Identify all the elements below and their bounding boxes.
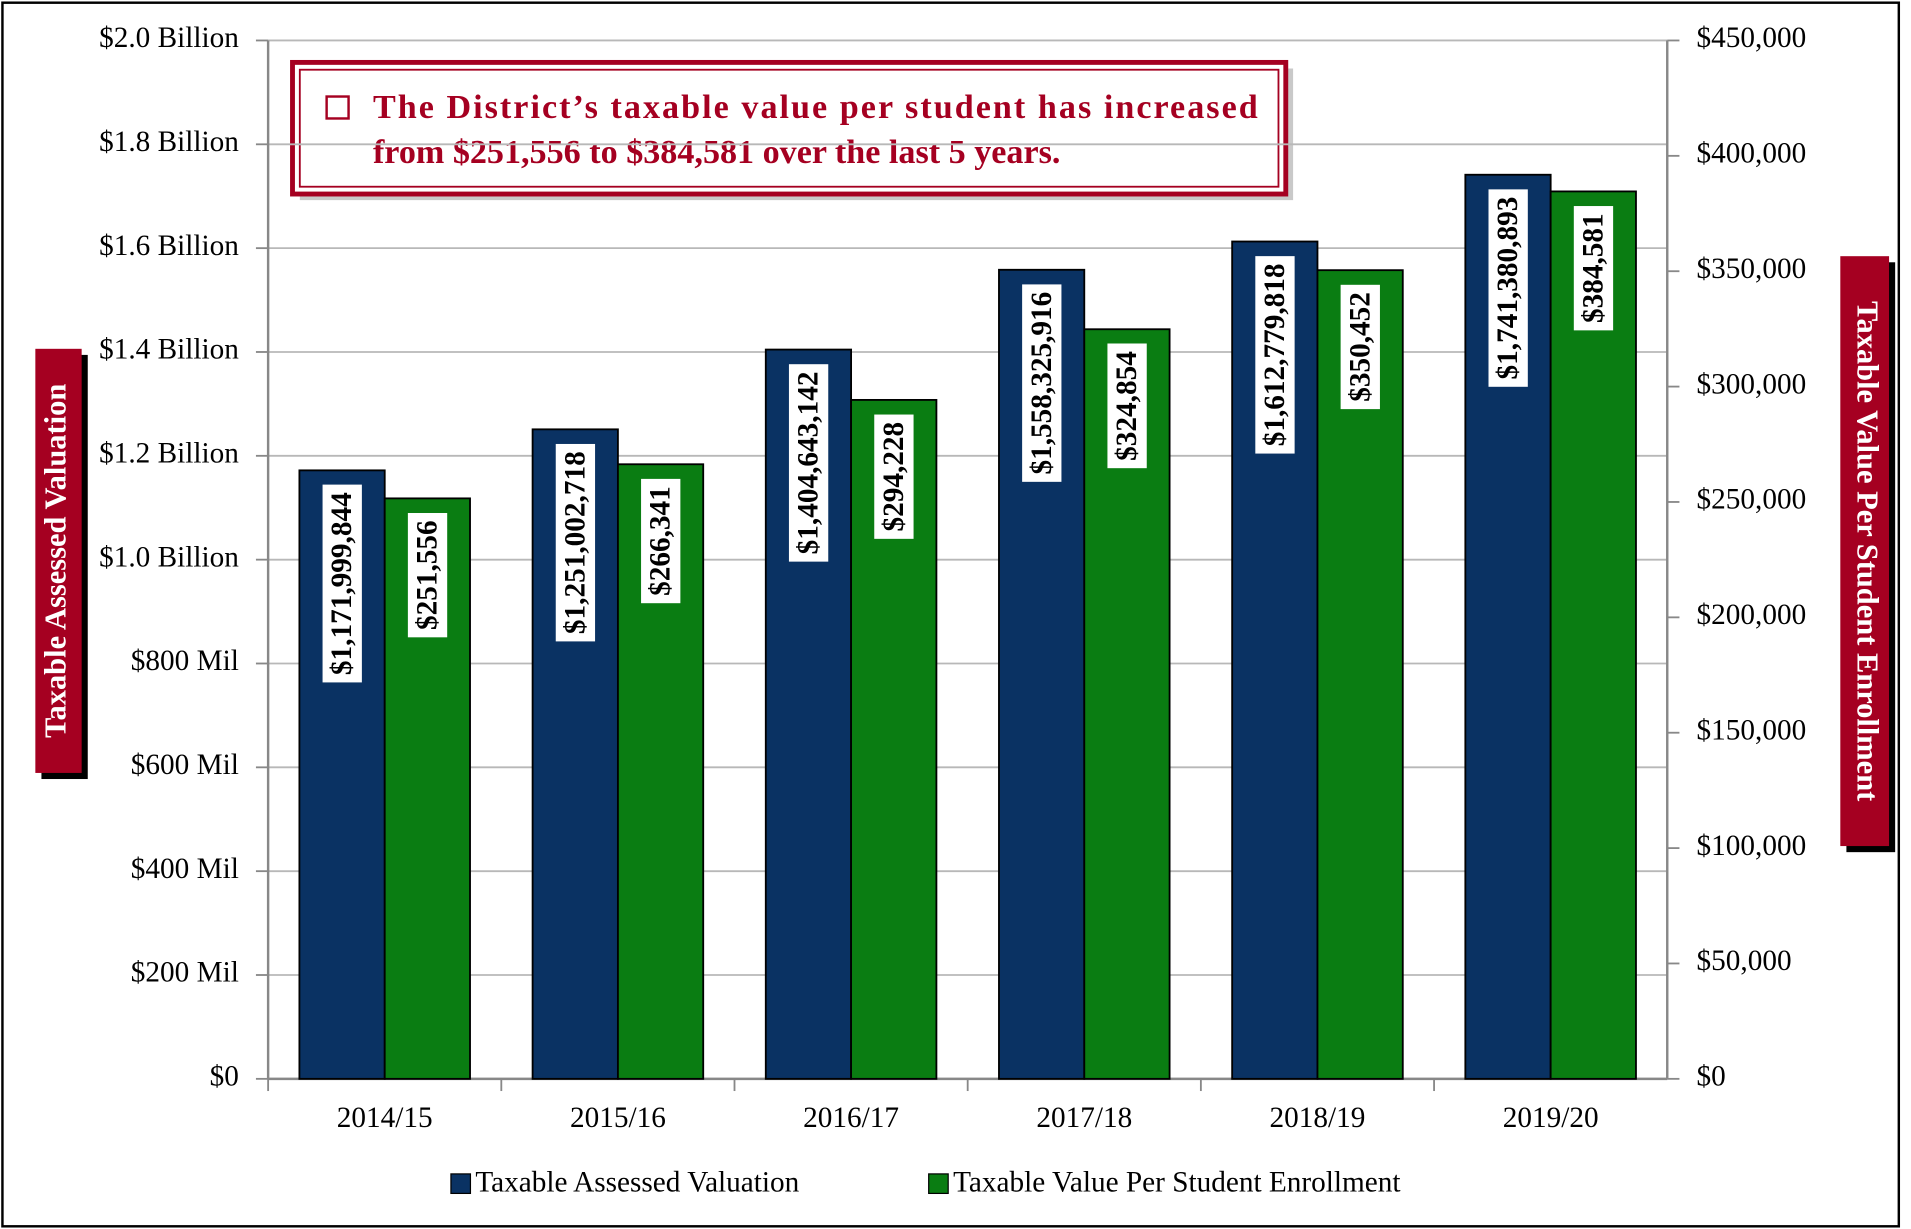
x-tick-label: 2015/16 [570,1102,666,1134]
y-tick-label: $400 Mil [131,853,239,885]
x-tick-label: 2016/17 [803,1102,899,1134]
x-tick-label: 2018/19 [1270,1102,1366,1134]
data-label-box [555,443,596,642]
data-label: $384,581 [1577,213,1609,323]
y-tick-label: $0 [210,1061,239,1093]
x-tick-label: 2014/15 [337,1102,433,1134]
data-label-group: $1,404,643,142 [788,364,829,562]
y2-tick-label: $300,000 [1697,368,1807,400]
data-label-box [1255,256,1295,454]
data-label-group: $251,556 [407,513,448,638]
data-label-group: $1,741,380,893 [1488,189,1528,387]
data-label-group: $324,854 [1107,343,1147,469]
y2-tick-label: $100,000 [1697,830,1807,862]
y-tick-label: $1.4 Billion [99,334,239,366]
data-label-group: $1,612,779,818 [1255,256,1295,454]
data-label-box [1022,284,1062,482]
data-label-group: $1,251,002,718 [555,443,596,642]
data-label-box [322,484,362,683]
y-tick-label: $1.2 Billion [99,438,239,470]
y-tick-label: $800 Mil [131,645,239,677]
data-label: $1,171,999,844 [326,492,358,675]
data-label-box [1340,284,1380,410]
y-tick-label: $2.0 Billion [99,22,239,54]
y2-tick-label: $400,000 [1697,138,1807,170]
data-label-box [788,364,829,562]
legend-swatch [450,1173,472,1195]
y2-tick-label: $50,000 [1697,945,1792,977]
data-label-group: $294,228 [874,414,914,539]
y2-tick-label: $200,000 [1697,599,1807,631]
data-label: $1,404,643,142 [793,372,825,555]
data-label: $1,558,325,916 [1026,292,1058,475]
data-label-box [1573,206,1614,331]
annotation-inner [298,68,1280,188]
y-tick-label: $200 Mil [131,957,239,989]
legend-swatch [928,1173,949,1195]
axis-title-box [1840,256,1890,847]
annotation-text: from $251,556 to $384,581 over the last … [373,134,1060,171]
data-label-group: $1,558,325,916 [1022,284,1062,482]
bar [1549,190,1637,1080]
y-axis-title: Taxable Assessed Valuation [38,384,72,738]
y-tick-label: $1.6 Billion [99,230,239,262]
y2-tick-label: $250,000 [1697,484,1807,516]
data-label: $1,741,380,893 [1492,197,1524,380]
y2-tick-label: $0 [1697,1061,1726,1093]
data-label: $266,341 [645,486,677,596]
x-tick-label: 2019/20 [1503,1102,1599,1134]
data-label-box [641,478,681,604]
data-label-box [1488,189,1528,387]
data-label-group: $350,452 [1340,284,1380,410]
legend-label: Taxable Value Per Student Enrollment [953,1167,1400,1199]
y-tick-label: $600 Mil [131,749,239,781]
data-label-group: $384,581 [1573,206,1614,331]
data-label: $294,228 [878,422,910,532]
y2-tick-label: $150,000 [1697,714,1807,746]
axis-title-box [35,348,82,773]
data-label: $324,854 [1111,351,1143,461]
x-tick-label: 2017/18 [1036,1102,1132,1134]
annotation-bullet [325,95,350,120]
data-label: $350,452 [1344,292,1376,402]
annotation-box [290,59,1289,197]
data-label-group: $1,171,999,844 [322,484,362,683]
y-tick-label: $1.8 Billion [99,126,239,158]
data-label-box [407,513,448,638]
y2-tick-label: $350,000 [1697,253,1807,285]
data-label: $251,556 [412,520,444,630]
data-label-box [1107,343,1147,469]
data-label: $1,612,779,818 [1259,263,1291,446]
data-label-group: $266,341 [641,478,681,604]
data-label-box [874,414,914,539]
legend-label: Taxable Assessed Valuation [475,1167,799,1199]
y2-axis-title: Taxable Value Per Student Enrollment [1851,301,1885,801]
annotation-text: The District’s taxable value per student… [373,89,1258,126]
y-tick-label: $1.0 Billion [99,541,239,573]
y2-tick-label: $450,000 [1697,22,1807,54]
data-label: $1,251,002,718 [559,451,591,634]
